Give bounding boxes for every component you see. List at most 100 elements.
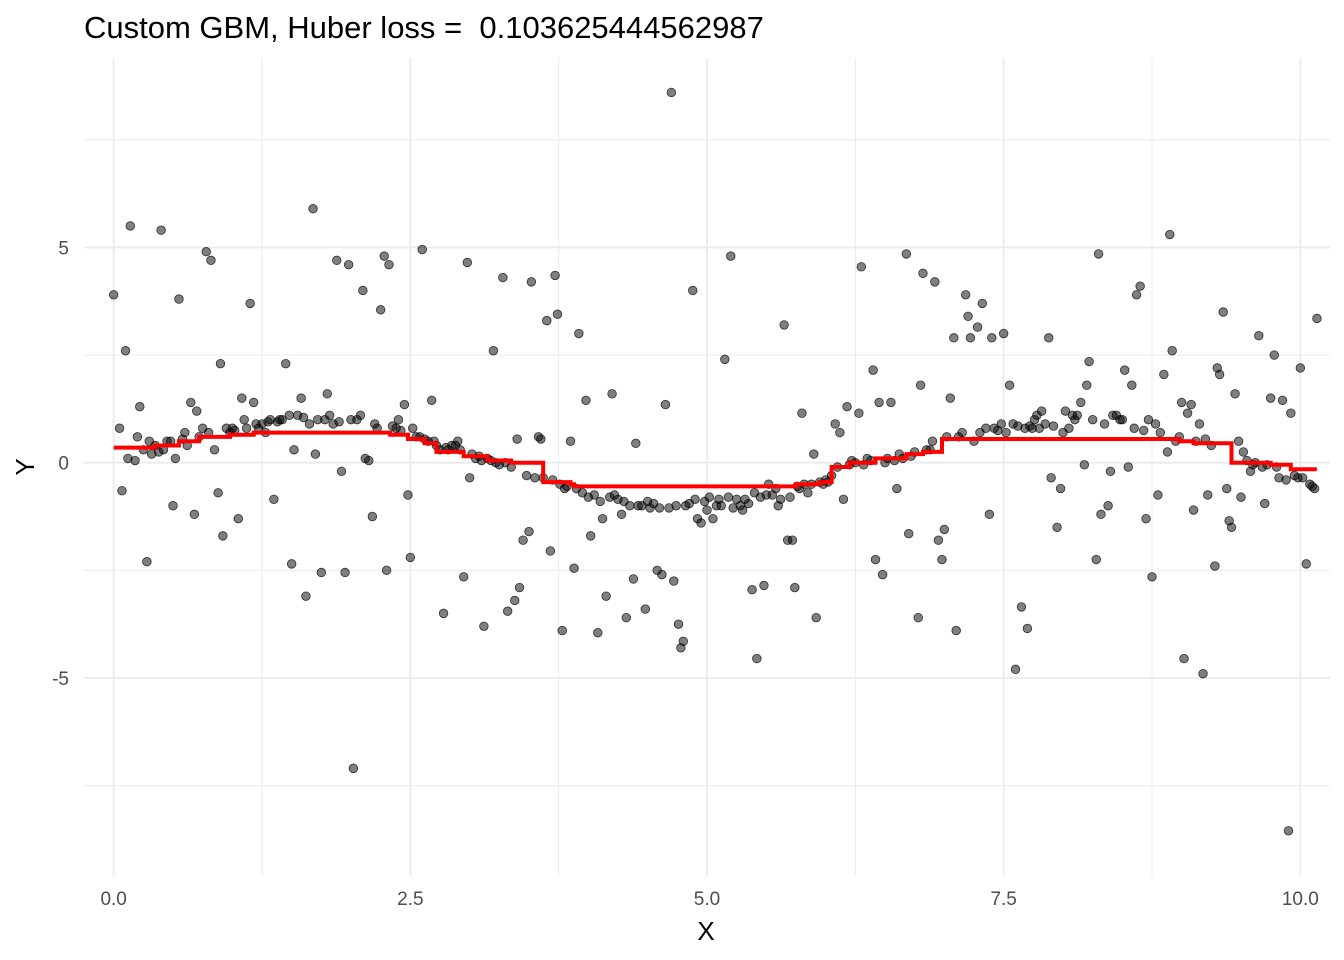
- data-point: [901, 249, 912, 259]
- data-point: [215, 358, 226, 369]
- data-point: [108, 290, 119, 300]
- data-point: [747, 585, 757, 595]
- data-point: [790, 582, 800, 593]
- data-point: [673, 619, 684, 629]
- data-point: [364, 455, 374, 466]
- data-point: [877, 569, 888, 580]
- data-point: [1167, 346, 1177, 356]
- data-point: [1046, 473, 1056, 483]
- data-point: [716, 501, 726, 511]
- data-point: [586, 531, 596, 541]
- data-point: [308, 203, 318, 214]
- data-point: [142, 557, 152, 567]
- data-point: [304, 419, 315, 429]
- data-point: [186, 397, 196, 408]
- data-point: [367, 511, 378, 522]
- data-point: [417, 244, 427, 255]
- data-point: [156, 225, 166, 235]
- data-point: [180, 427, 190, 438]
- data-point: [269, 494, 279, 504]
- data-point: [589, 490, 599, 500]
- data-point: [621, 612, 632, 623]
- data-point: [248, 397, 259, 408]
- data-point: [542, 315, 552, 326]
- data-point: [408, 423, 418, 433]
- data-point: [462, 257, 472, 268]
- data-point: [1269, 350, 1279, 360]
- data-point: [1283, 826, 1294, 836]
- data-point: [565, 436, 576, 446]
- data-point: [512, 434, 522, 444]
- data-point: [1312, 313, 1322, 324]
- data-point: [1120, 365, 1130, 375]
- data-point: [1203, 490, 1213, 500]
- data-point: [233, 513, 243, 524]
- data-point: [459, 572, 469, 582]
- data-point: [870, 554, 881, 565]
- data-point: [245, 298, 255, 309]
- data-point: [114, 423, 125, 433]
- data-point: [972, 322, 983, 332]
- data-point: [951, 625, 961, 636]
- chart-title: Custom GBM, Huber loss = 0.1036254445629…: [84, 10, 764, 45]
- data-point: [785, 492, 795, 502]
- data-point: [892, 483, 902, 494]
- x-tick-label: 5.0: [694, 889, 720, 910]
- data-point: [384, 259, 394, 270]
- data-point: [737, 505, 748, 515]
- data-point: [787, 535, 798, 545]
- data-point: [984, 509, 995, 520]
- data-point: [981, 423, 991, 433]
- data-point: [904, 529, 914, 539]
- data-point: [696, 518, 706, 528]
- data-point: [526, 277, 537, 287]
- data-point: [1233, 436, 1244, 446]
- data-point: [1082, 380, 1092, 390]
- data-point: [1105, 466, 1116, 477]
- data-point: [595, 496, 605, 507]
- data-point: [937, 554, 947, 565]
- data-point: [168, 501, 178, 511]
- data-point: [752, 653, 762, 664]
- data-point: [977, 298, 988, 309]
- data-point: [132, 432, 143, 442]
- data-point: [464, 473, 475, 483]
- data-point: [120, 346, 131, 356]
- data-point: [1309, 483, 1320, 494]
- data-point: [811, 612, 821, 623]
- data-point: [510, 595, 520, 606]
- data-point: [1143, 414, 1154, 425]
- data-point: [803, 488, 813, 498]
- data-point: [1123, 462, 1133, 472]
- data-points: [108, 87, 1322, 836]
- data-point: [557, 625, 567, 636]
- data-point: [1084, 356, 1094, 367]
- data-point: [379, 251, 389, 261]
- data-point: [607, 389, 617, 399]
- data-point: [1182, 408, 1193, 418]
- data-point: [854, 408, 864, 418]
- data-point: [521, 470, 532, 481]
- data-point: [1103, 501, 1113, 511]
- data-point: [616, 509, 627, 520]
- y-tick-label: -5: [52, 669, 69, 690]
- data-point: [1087, 414, 1098, 425]
- data-point: [1295, 363, 1306, 373]
- data-point: [775, 494, 786, 504]
- data-point: [945, 393, 955, 403]
- data-point: [438, 608, 449, 619]
- data-point: [336, 466, 347, 477]
- data-point: [286, 559, 297, 569]
- data-point: [524, 526, 534, 537]
- data-point: [393, 414, 404, 425]
- data-point: [498, 272, 508, 283]
- data-point: [930, 277, 940, 287]
- data-point: [1064, 423, 1074, 433]
- data-point: [720, 354, 730, 365]
- data-point: [1179, 653, 1189, 664]
- data-point: [1236, 492, 1246, 502]
- data-point: [702, 505, 712, 515]
- data-point: [797, 408, 807, 418]
- data-point: [1044, 333, 1054, 343]
- data-point: [355, 410, 366, 421]
